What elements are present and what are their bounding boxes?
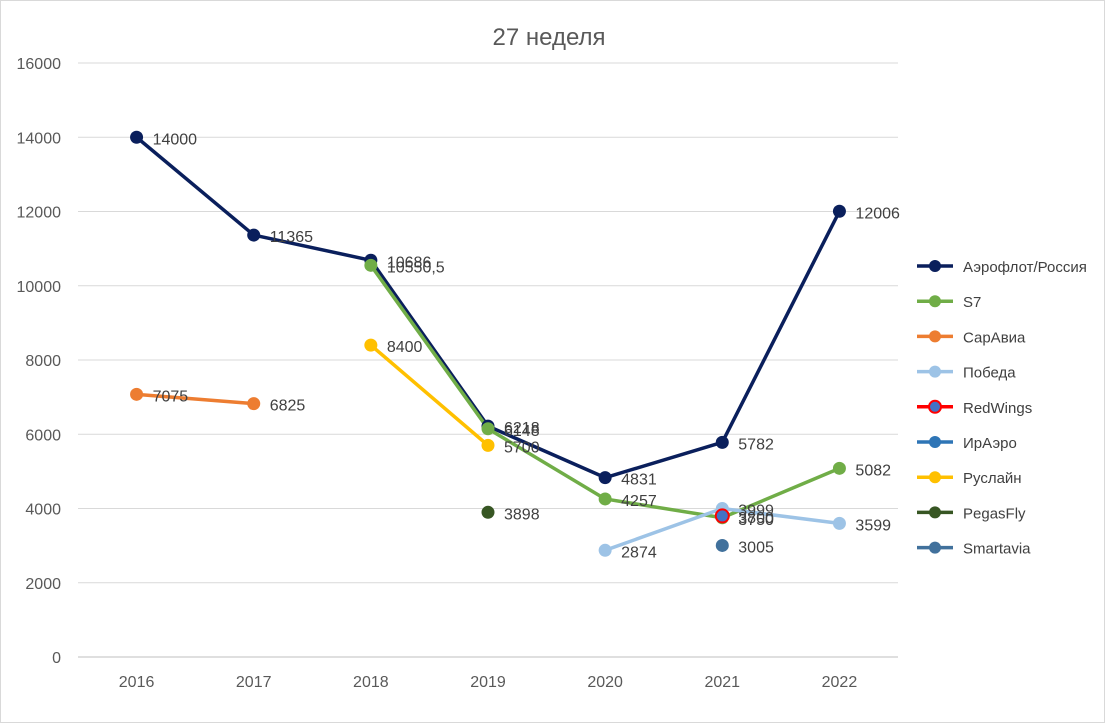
data-label-руслайн-2018: 8400 bbox=[387, 339, 423, 356]
chart-title: 27 неделя bbox=[493, 24, 606, 51]
y-tick-label-0: 0 bbox=[52, 650, 61, 667]
legend-label-аэрофлот-россия: Аэрофлот/Россия bbox=[963, 259, 1087, 276]
data-label-pegasfly-2019: 3898 bbox=[504, 506, 540, 523]
legend-swatch-marker-ираэро bbox=[929, 436, 941, 448]
x-axis-tick-labels: 2016 2017 2018 2019 2020 2021 2022 bbox=[119, 674, 858, 691]
legend-swatch-marker-победа bbox=[929, 365, 941, 378]
marker-аэрофлот-россия-2021 bbox=[715, 435, 729, 449]
legend-label-smartavia: Smartavia bbox=[963, 541, 1031, 558]
legend-label-победа: Победа bbox=[963, 365, 1016, 382]
x-tick-label-2019: 2019 bbox=[470, 674, 506, 691]
data-label-победа-2022: 3599 bbox=[855, 517, 891, 534]
legend-swatch-marker-pegasfly bbox=[929, 506, 941, 519]
marker-саравиа-2016 bbox=[130, 387, 144, 401]
y-tick-label-16000: 16000 bbox=[17, 56, 62, 73]
data-label-s7-2018: 10550,5 bbox=[387, 259, 445, 276]
y-axis-tick-labels: 0 2000 4000 6000 8000 10000 12000 14000 16000 bbox=[17, 56, 62, 667]
data-label-s7-2020: 4257 bbox=[621, 493, 657, 510]
gridlines bbox=[78, 62, 898, 658]
series-line-руслайн bbox=[369, 343, 490, 448]
marker-s7-2020 bbox=[598, 492, 612, 506]
data-label-аэрофлот-россия-2022: 12006 bbox=[855, 205, 900, 222]
data-label-redwings-2021: 3800 bbox=[738, 510, 774, 527]
marker-саравиа-2017 bbox=[247, 397, 261, 411]
marker-redwings-2021 bbox=[714, 508, 730, 524]
data-label-аэрофлот-россия-2021: 5782 bbox=[738, 436, 774, 453]
marker-pegasfly-2019 bbox=[481, 505, 495, 519]
marker-руслайн-2019 bbox=[481, 438, 495, 452]
data-label-победа-2021: 3999 bbox=[738, 503, 774, 520]
legend-swatch-marker-руслайн bbox=[929, 471, 941, 484]
legend-swatch-marker-аэрофлот-россия bbox=[929, 260, 941, 272]
legend-label-руслайн: Руслайн bbox=[963, 470, 1022, 487]
marker-s7-2018 bbox=[364, 258, 378, 272]
x-tick-label-2016: 2016 bbox=[119, 674, 155, 691]
data-label-аэрофлот-россия-2016: 14000 bbox=[153, 131, 198, 148]
series-markers bbox=[130, 130, 846, 557]
data-label-руслайн-2019: 5700 bbox=[504, 439, 540, 456]
legend-label-s7: S7 bbox=[963, 294, 981, 311]
legend-swatch-marker-саравиа bbox=[929, 330, 941, 343]
data-label-s7-2022: 5082 bbox=[855, 462, 891, 479]
series-line-саравиа bbox=[134, 392, 256, 406]
x-tick-label-2021: 2021 bbox=[704, 674, 740, 691]
data-labels: 14000 11365 10686 6218 4831 5782 12006 10550,5 6… bbox=[153, 131, 900, 561]
marker-аэрофлот-россия-2017 bbox=[247, 228, 261, 242]
y-tick-label-6000: 6000 bbox=[25, 427, 61, 444]
y-tick-label-8000: 8000 bbox=[25, 353, 61, 370]
data-label-аэрофлот-россия-2019: 6218 bbox=[504, 420, 540, 437]
data-label-победа-2020: 2874 bbox=[621, 544, 657, 561]
legend-label-pegasfly: PegasFly bbox=[963, 505, 1026, 522]
x-tick-label-2017: 2017 bbox=[236, 674, 272, 691]
legend-label-ираэро: ИрАэро bbox=[963, 435, 1017, 452]
x-tick-label-2022: 2022 bbox=[822, 674, 858, 691]
legend-label-redwings: RedWings bbox=[963, 400, 1032, 417]
marker-аэрофлот-россия-2016 bbox=[130, 130, 144, 144]
data-label-аэрофлот-россия-2018: 10686 bbox=[387, 254, 432, 271]
marker-победа-2022 bbox=[832, 516, 846, 530]
marker-аэрофлот-россия-2022 bbox=[832, 204, 846, 218]
marker-аэрофлот-россия-2020 bbox=[598, 471, 612, 485]
legend-label-саравиа: СарАвиа bbox=[963, 329, 1026, 346]
marker-победа-2020 bbox=[598, 543, 612, 557]
data-label-s7-2021: 3750 bbox=[738, 512, 774, 529]
data-label-аэрофлот-россия-2020: 4831 bbox=[621, 472, 657, 489]
data-label-саравиа-2016: 7075 bbox=[153, 388, 189, 405]
data-label-аэрофлот-россия-2017: 11365 bbox=[270, 229, 313, 246]
data-label-smartavia-2021: 3005 bbox=[738, 539, 774, 556]
data-label-саравиа-2017: 6825 bbox=[270, 398, 306, 415]
series-lines bbox=[134, 135, 842, 553]
y-tick-label-2000: 2000 bbox=[25, 576, 61, 593]
marker-s7-2019 bbox=[481, 422, 495, 436]
marker-руслайн-2018 bbox=[364, 338, 378, 352]
legend-swatch-marker-s7 bbox=[929, 295, 941, 308]
y-tick-label-10000: 10000 bbox=[17, 279, 62, 296]
legend-swatch-marker-smartavia bbox=[929, 541, 941, 554]
marker-s7-2022 bbox=[832, 461, 846, 475]
x-tick-label-2018: 2018 bbox=[353, 674, 389, 691]
legend-swatch-marker-redwings bbox=[928, 399, 942, 414]
legend: Аэрофлот/Россия S7 СарАвиа Победа RedWings Ир… bbox=[917, 259, 1087, 558]
x-tick-label-2020: 2020 bbox=[587, 674, 623, 691]
y-tick-label-4000: 4000 bbox=[25, 502, 61, 519]
marker-smartavia-2021 bbox=[715, 538, 729, 552]
y-tick-label-12000: 12000 bbox=[17, 205, 62, 222]
data-label-s7-2019: 6148 bbox=[504, 423, 540, 440]
y-tick-label-14000: 14000 bbox=[17, 130, 62, 147]
